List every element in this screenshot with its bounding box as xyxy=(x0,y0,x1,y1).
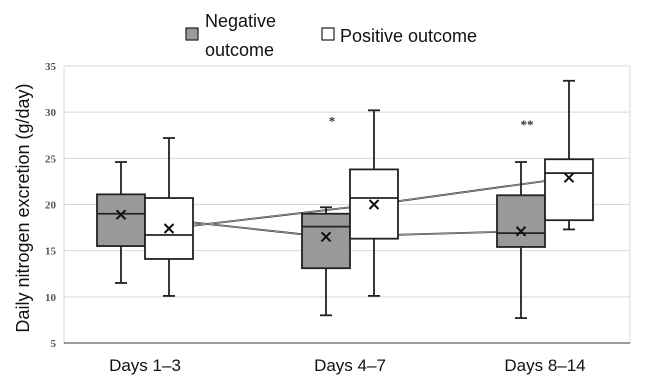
y-tick-label: 20 xyxy=(45,200,57,212)
legend-label-positive: Positive outcome xyxy=(340,26,477,46)
iqr-box xyxy=(544,158,594,222)
x-tick-label: Days 1–3 xyxy=(109,356,181,375)
mean-marker-stroke-b xyxy=(320,231,332,243)
box-positive-2 xyxy=(349,109,399,297)
y-tick-label: 5 xyxy=(51,338,57,350)
mean-marker-stroke-b xyxy=(515,226,527,237)
legend-swatch-negative xyxy=(185,27,199,41)
iqr-box xyxy=(301,212,351,270)
annotations: * ** xyxy=(329,113,534,132)
box-negative-3 xyxy=(496,161,546,319)
box-negative-2 xyxy=(301,206,351,317)
axes: 5 10 15 20 25 30 35 Days 1–3 Days 4–7 Days 8–14 xyxy=(45,61,631,375)
mean-marker-stroke-b xyxy=(368,199,380,210)
y-tick-label: 30 xyxy=(45,107,57,119)
y-axis-label: Daily nitrogen excretion (g/day) xyxy=(13,83,33,332)
y-tick-label: 10 xyxy=(45,292,57,304)
mean-marker-stroke-b xyxy=(115,209,127,220)
y-tick-label: 15 xyxy=(45,246,57,258)
legend-label-negative-line2: outcome xyxy=(205,40,274,60)
box-positive-3 xyxy=(544,79,594,231)
significance-marker: * xyxy=(329,113,336,128)
mean-marker-stroke-b xyxy=(563,172,575,183)
legend: Negative outcome Positive outcome xyxy=(185,11,477,60)
x-tick-label: Days 4–7 xyxy=(314,356,386,375)
legend-label-negative-line1: Negative xyxy=(205,11,276,31)
legend-swatch-positive xyxy=(321,27,335,41)
mean-marker-stroke-b xyxy=(163,223,175,234)
boxes xyxy=(96,79,594,319)
x-tick-label: Days 8–14 xyxy=(504,356,585,375)
significance-marker: ** xyxy=(521,117,534,132)
y-tick-label: 35 xyxy=(45,61,57,73)
box-negative-1 xyxy=(96,161,146,284)
y-tick-label: 25 xyxy=(45,153,57,165)
box-positive-1 xyxy=(144,137,194,297)
iqr-box xyxy=(496,194,546,248)
iqr-box xyxy=(96,193,146,247)
